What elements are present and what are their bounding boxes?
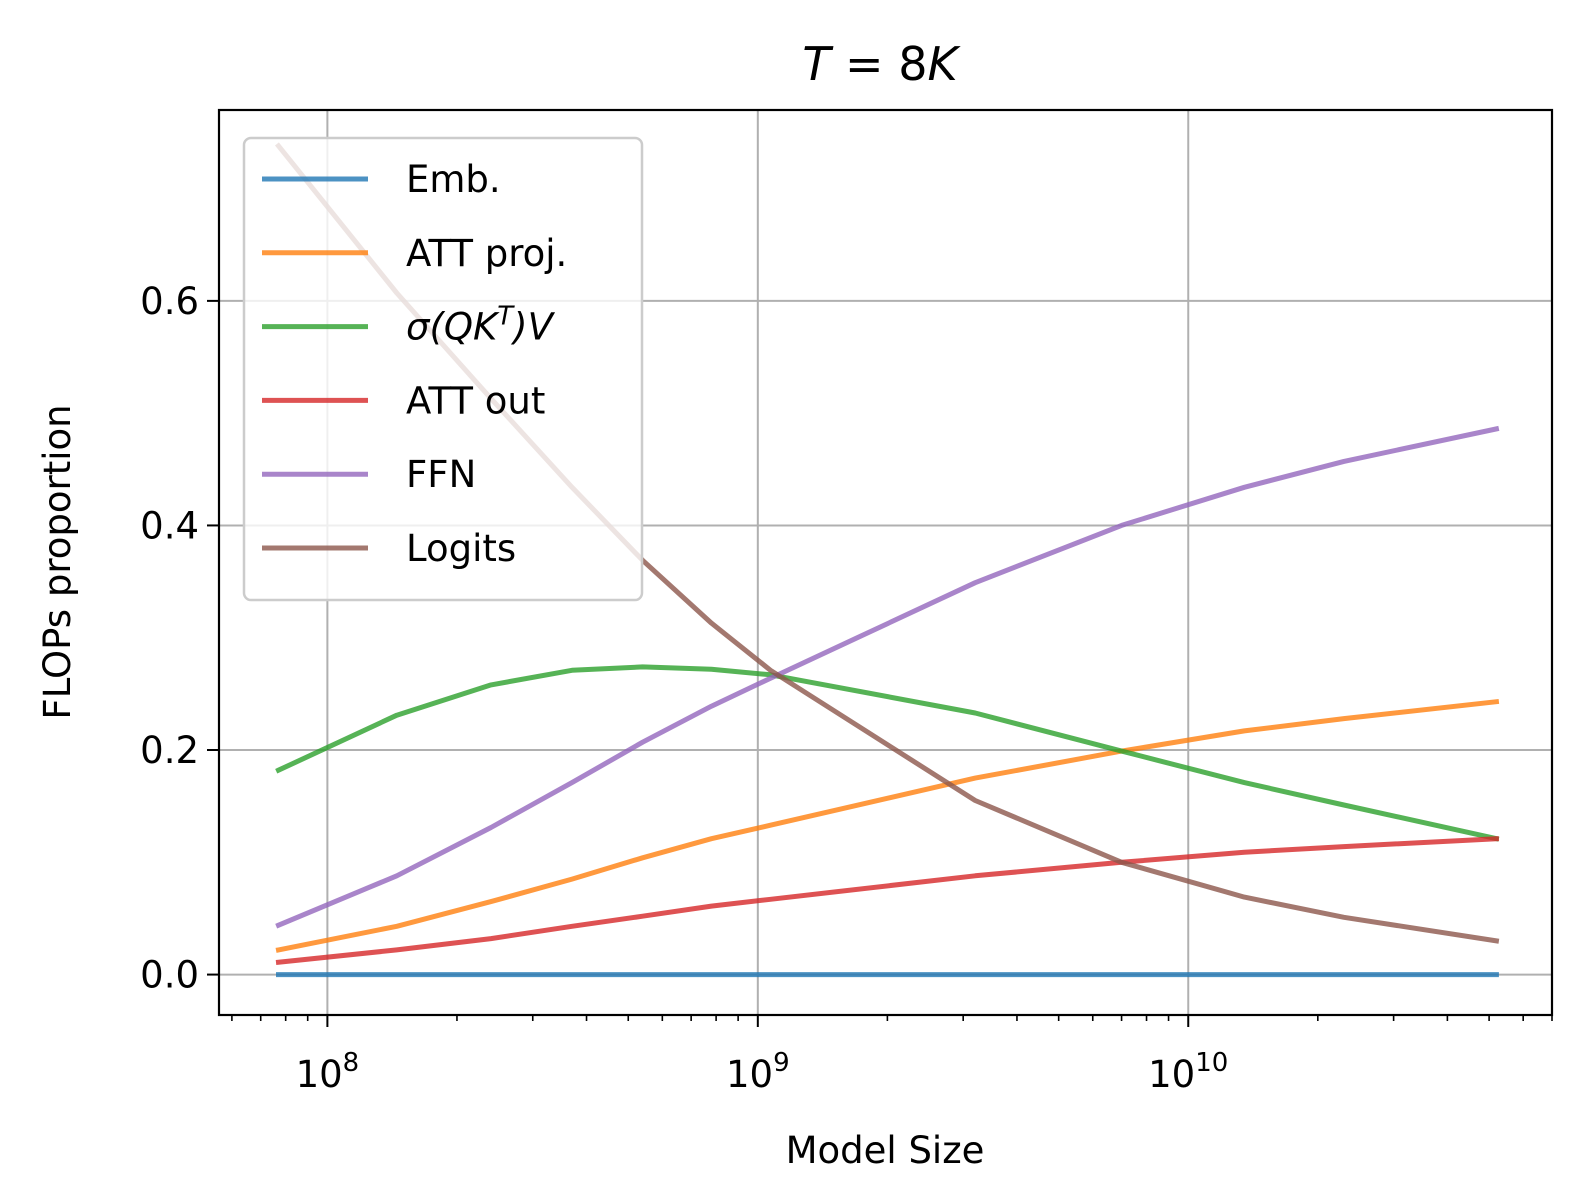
data-point-qk-t-v xyxy=(1119,749,1124,754)
plot-frame xyxy=(217,108,1554,1017)
data-point-logits xyxy=(1242,895,1247,900)
data-point-emb xyxy=(489,972,494,977)
legend-label-part: σ(QK xyxy=(406,306,500,349)
data-point-ffn xyxy=(489,825,494,830)
data-point-emb xyxy=(276,972,281,977)
data-point-emb xyxy=(768,972,773,977)
data-point-emb xyxy=(709,972,714,977)
data-point-att-out xyxy=(973,873,978,878)
legend-label-part: )V xyxy=(510,306,555,349)
data-point-qk-t-v xyxy=(569,668,574,673)
data-point-emb xyxy=(640,972,645,977)
data-point-att-proj xyxy=(276,947,281,952)
data-point-logits xyxy=(973,798,978,803)
legend-label: ATT out xyxy=(406,379,545,422)
data-point-emb xyxy=(1119,972,1124,977)
x-tick-label-base: 10 xyxy=(296,1053,343,1096)
data-point-att-proj xyxy=(1341,716,1346,721)
data-point-att-proj xyxy=(640,855,645,860)
data-point-emb xyxy=(1494,972,1499,977)
x-tick-label-exponent: 10 xyxy=(1195,1048,1228,1078)
y-tick-label: 0.4 xyxy=(140,504,199,547)
series-line-att-proj xyxy=(275,698,1500,953)
data-point-att-out xyxy=(1242,850,1247,855)
legend-label: Emb. xyxy=(406,158,501,201)
x-tick-label: 108 xyxy=(296,1048,360,1096)
chart-title: T = 8K xyxy=(802,37,961,91)
y-tick-label: 0.0 xyxy=(140,954,199,997)
data-point-att-out xyxy=(276,960,281,965)
legend-label: ATT proj. xyxy=(406,232,567,275)
data-point-logits xyxy=(768,668,773,673)
data-point-att-out xyxy=(489,936,494,941)
data-point-emb xyxy=(973,972,978,977)
data-point-att-out xyxy=(768,897,773,902)
data-point-ffn xyxy=(394,873,399,878)
x-tick-label: 109 xyxy=(726,1048,790,1096)
data-point-emb xyxy=(1341,972,1346,977)
data-point-ffn xyxy=(973,580,978,585)
data-point-ffn xyxy=(1242,485,1247,490)
data-point-att-out xyxy=(1494,836,1499,841)
x-tick-label-base: 10 xyxy=(1148,1053,1195,1096)
data-point-qk-t-v xyxy=(1341,803,1346,808)
data-point-qk-t-v xyxy=(394,713,399,718)
data-point-logits xyxy=(1494,938,1499,943)
x-tick-label-exponent: 9 xyxy=(773,1048,790,1078)
data-point-emb xyxy=(569,972,574,977)
data-point-att-proj xyxy=(973,776,978,781)
x-tick-label-base: 10 xyxy=(726,1053,773,1096)
series-line-att-out xyxy=(275,836,1500,965)
data-point-att-proj xyxy=(1242,728,1247,733)
data-point-qk-t-v xyxy=(1242,780,1247,785)
data-point-ffn xyxy=(276,923,281,928)
y-axis-label: FLOPs proportion xyxy=(36,404,79,719)
data-point-logits xyxy=(1341,915,1346,920)
legend-label-superscript: T xyxy=(497,302,515,332)
data-point-emb xyxy=(394,972,399,977)
data-point-ffn xyxy=(1494,426,1499,431)
series-line-ffn xyxy=(275,425,1500,929)
data-point-att-proj xyxy=(1494,699,1499,704)
data-point-att-out xyxy=(640,914,645,919)
data-point-ffn xyxy=(768,676,773,681)
legend-label: FFN xyxy=(406,453,476,496)
data-point-ffn xyxy=(640,740,645,745)
y-tick-label: 0.6 xyxy=(140,280,199,323)
data-point-att-proj xyxy=(768,823,773,828)
legend: Emb. ATT proj. σ(QKT)V ATT out FFN Logits xyxy=(242,136,644,602)
data-point-qk-t-v xyxy=(640,664,645,669)
data-point-qk-t-v xyxy=(709,667,714,672)
y-tick-label: 0.2 xyxy=(140,729,199,772)
data-point-att-proj xyxy=(394,924,399,929)
data-point-att-out xyxy=(394,947,399,952)
data-point-ffn xyxy=(1119,523,1124,528)
data-point-logits xyxy=(709,621,714,626)
data-point-emb xyxy=(1242,972,1247,977)
y-axis-ticks: 0.0 0.2 0.4 0.6 xyxy=(140,280,219,997)
data-point-att-proj xyxy=(489,899,494,904)
data-point-qk-t-v xyxy=(489,682,494,687)
x-tick-label: 1010 xyxy=(1148,1048,1228,1096)
data-point-qk-t-v xyxy=(973,710,978,715)
x-axis-label: Model Size xyxy=(786,1129,985,1172)
x-tick-label-exponent: 8 xyxy=(343,1048,360,1078)
data-point-ffn xyxy=(1341,459,1346,464)
legend-label: σ(QKT)V xyxy=(406,302,556,349)
data-point-att-out xyxy=(1341,844,1346,849)
data-point-ffn xyxy=(569,780,574,785)
x-axis-ticks: 108 109 1010 xyxy=(231,1015,1553,1096)
data-point-att-out xyxy=(709,904,714,909)
data-point-ffn xyxy=(709,704,714,709)
data-point-att-proj xyxy=(709,836,714,841)
data-point-qk-t-v xyxy=(276,768,281,773)
legend-label: Logits xyxy=(406,527,516,570)
series-line-qk-t-v xyxy=(275,664,1500,842)
data-point-att-out xyxy=(569,924,574,929)
data-point-logits xyxy=(1119,860,1124,865)
data-point-att-proj xyxy=(569,877,574,882)
